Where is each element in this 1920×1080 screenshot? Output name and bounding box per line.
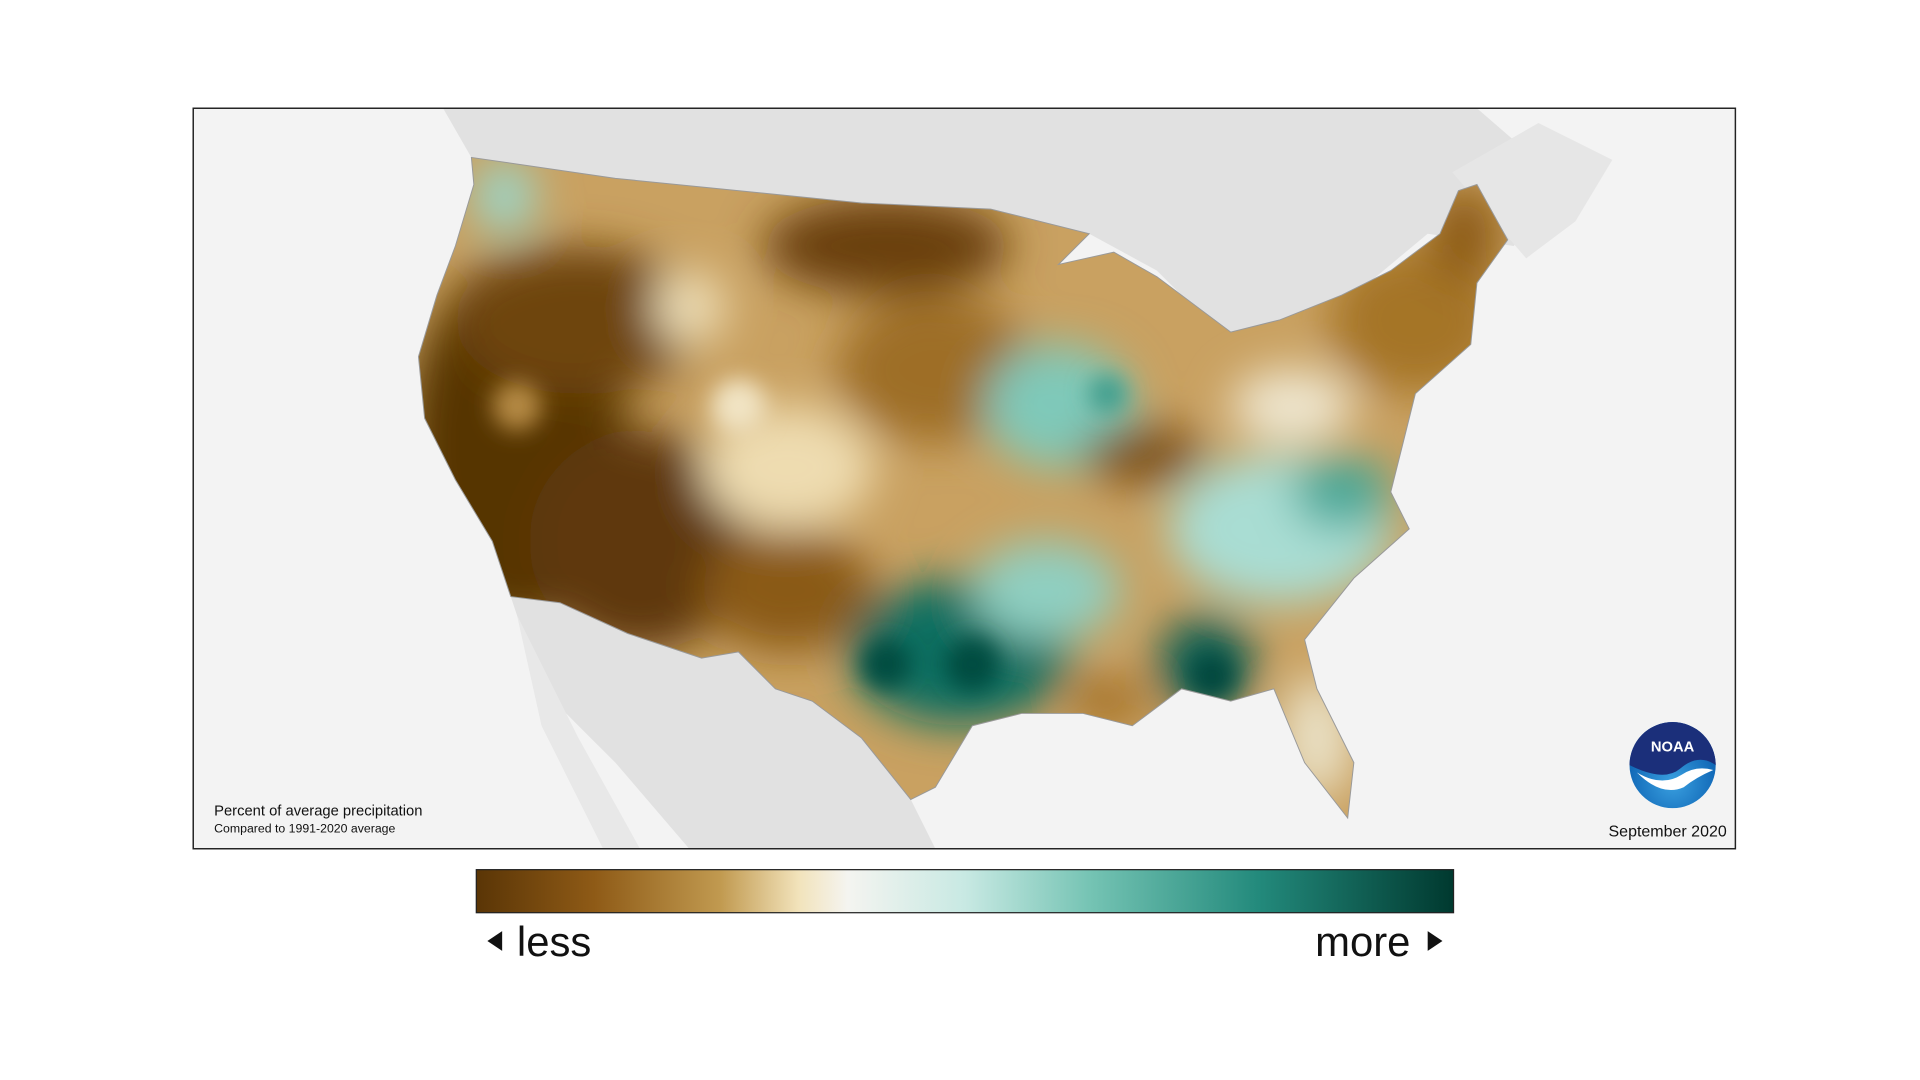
map-title: Percent of average precipitation: [214, 804, 422, 820]
legend-high: more: [1315, 918, 1410, 965]
arrow-right: [1427, 931, 1443, 951]
map-date: September 2020: [1609, 823, 1727, 840]
logo-text: NOAA: [1651, 740, 1695, 756]
us-outline: [417, 156, 1509, 820]
color-scale: [475, 869, 1455, 914]
arrow-left: [487, 931, 503, 951]
map-subtitle: Compared to 1991-2020 average: [214, 822, 395, 836]
map-frame: [192, 107, 1737, 850]
legend-low: less: [517, 918, 591, 965]
noaa-logo: NOAA: [1629, 722, 1716, 809]
